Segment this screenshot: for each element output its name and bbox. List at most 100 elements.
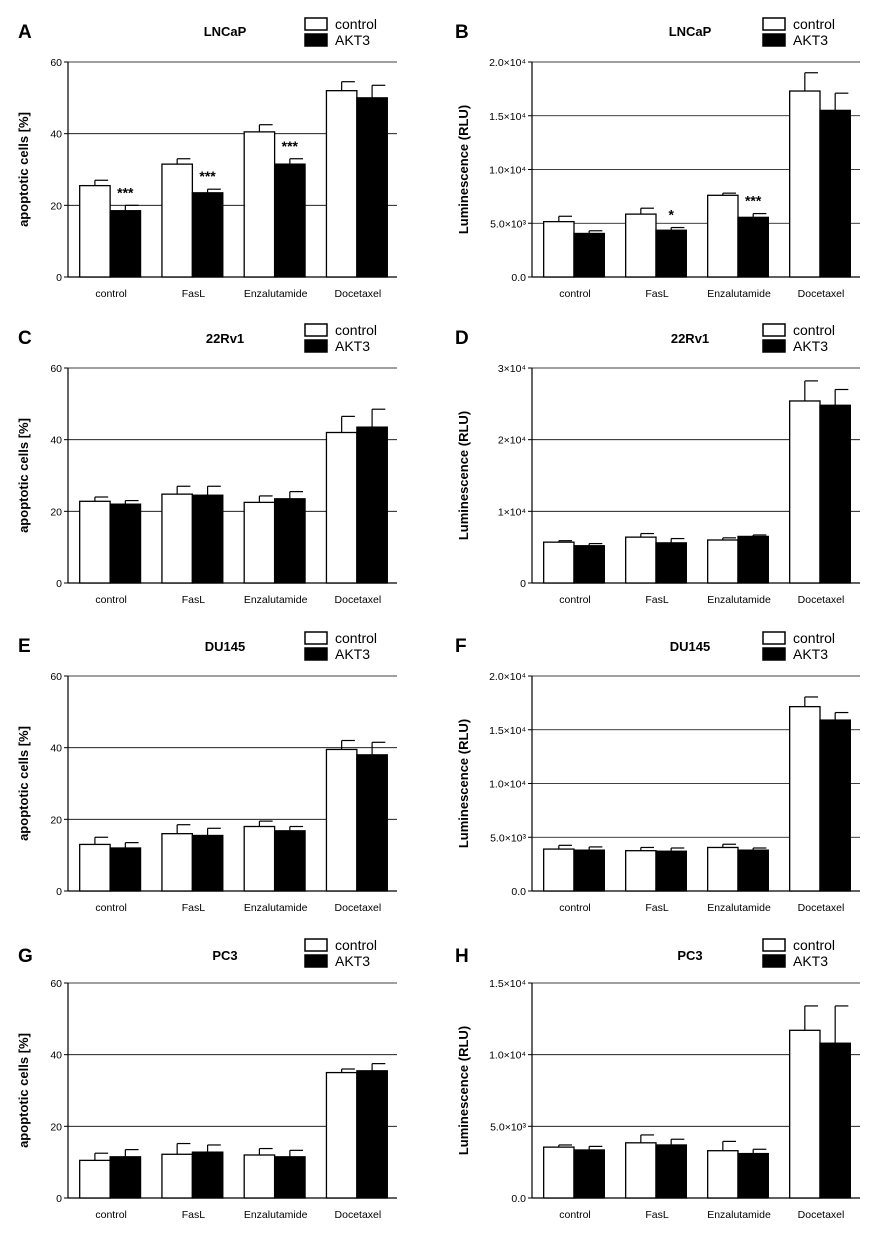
x-tick-label: Enzalutamide: [707, 594, 771, 606]
bar-akt3-enzalutamide: [737, 535, 769, 584]
legend-swatch-control: [304, 631, 328, 645]
x-tick-label: Docetaxel: [798, 288, 845, 300]
bar-control-fasl: [161, 1153, 194, 1199]
legend-label-control: control: [793, 630, 835, 646]
bar-control-enzalutamide: [243, 501, 276, 584]
bar-akt3-control: [573, 1149, 605, 1199]
bar-control-docetaxel: [325, 748, 358, 892]
y-tick-label: 20: [50, 506, 62, 518]
bar-akt3-docetaxel: [356, 1070, 388, 1199]
panel-title: 22Rv1: [206, 331, 244, 346]
bar-akt3-enzalutamide: [273, 498, 306, 584]
x-tick-label: Docetaxel: [798, 594, 845, 606]
y-tick-label: 20: [50, 200, 62, 212]
legend-label-control: control: [793, 937, 835, 953]
y-axis-label: Luminescence (RLU): [456, 1026, 471, 1155]
legend-label-control: control: [335, 16, 377, 32]
y-tick-label: 0.0: [511, 886, 526, 898]
y-axis-label: apoptotic cells [%]: [16, 112, 31, 227]
panel-D: D 22Rv1controlAKT301×10⁴2×10⁴3×10⁴Lumines…: [455, 322, 860, 606]
bar-control-control: [79, 1159, 111, 1199]
x-tick-label: Docetaxel: [335, 594, 382, 606]
x-tick-label: control: [559, 594, 591, 606]
x-tick-label: Docetaxel: [335, 288, 382, 300]
legend-swatch-akt3: [304, 954, 328, 968]
x-tick-label: Enzalutamide: [707, 288, 771, 300]
bar-akt3-docetaxel: [356, 754, 388, 892]
y-tick-label: 5.0×10³: [490, 832, 526, 844]
x-tick-label: Enzalutamide: [707, 902, 771, 914]
legend-label-control: control: [793, 322, 835, 338]
bar-akt3-enzalutamide: [273, 163, 306, 278]
bar-akt3-enzalutamide: [737, 849, 769, 892]
bar-akt3-fasl: [191, 192, 224, 278]
y-tick-label: 60: [50, 57, 62, 69]
y-axis-label: Luminescence (RLU): [456, 105, 471, 234]
bar-control-docetaxel: [789, 90, 821, 278]
y-axis-label: apoptotic cells [%]: [16, 418, 31, 533]
legend-swatch-akt3: [304, 33, 328, 47]
legend-label-akt3: AKT3: [335, 646, 370, 662]
x-tick-label: FasL: [645, 288, 669, 300]
legend-label-control: control: [335, 322, 377, 338]
x-tick-label: Enzalutamide: [707, 1209, 771, 1221]
x-tick-label: control: [559, 288, 591, 300]
x-tick-label: Docetaxel: [798, 902, 845, 914]
bar-control-fasl: [625, 536, 657, 584]
y-axis-label: Luminescence (RLU): [456, 411, 471, 540]
y-tick-label: 0.0: [511, 272, 526, 284]
y-tick-label: 5.0×10³: [490, 1121, 526, 1133]
legend-swatch-akt3: [762, 33, 786, 47]
x-tick-label: FasL: [182, 288, 206, 300]
legend-swatch-control: [762, 17, 786, 31]
legend-swatch-control: [762, 323, 786, 337]
y-tick-label: 1.5×10⁴: [489, 978, 526, 990]
bar-akt3-docetaxel: [819, 1042, 851, 1199]
y-tick-label: 60: [50, 978, 62, 990]
bar-control-enzalutamide: [707, 194, 739, 278]
bar-control-fasl: [625, 213, 657, 278]
x-tick-label: Enzalutamide: [244, 1209, 308, 1221]
panel-title: DU145: [670, 639, 710, 654]
bar-akt3-fasl: [655, 229, 687, 278]
bar-akt3-docetaxel: [819, 719, 851, 892]
x-tick-label: control: [95, 1209, 127, 1221]
legend-label-akt3: AKT3: [335, 32, 370, 48]
bar-akt3-docetaxel: [819, 404, 851, 584]
legend-swatch-control: [762, 938, 786, 952]
x-tick-label: FasL: [182, 1209, 206, 1221]
y-tick-label: 40: [50, 129, 62, 141]
bar-akt3-enzalutamide: [737, 1152, 769, 1199]
y-tick-label: 2.0×10⁴: [489, 57, 526, 69]
bar-akt3-fasl: [191, 494, 224, 584]
y-tick-label: 60: [50, 363, 62, 375]
y-tick-label: 5.0×10³: [490, 218, 526, 230]
bar-control-control: [543, 541, 575, 584]
y-tick-label: 0: [56, 578, 62, 590]
x-tick-label: control: [95, 902, 127, 914]
bar-control-control: [79, 500, 111, 584]
bar-akt3-docetaxel: [356, 97, 388, 278]
bar-akt3-fasl: [655, 850, 687, 892]
y-tick-label: 1.0×10⁴: [489, 779, 526, 791]
bar-control-enzalutamide: [707, 846, 739, 892]
bar-control-enzalutamide: [243, 825, 276, 892]
panel-letter: C: [18, 328, 32, 349]
y-tick-label: 0: [56, 1193, 62, 1205]
bar-control-control: [79, 843, 111, 892]
panel-title: PC3: [212, 948, 237, 963]
x-tick-label: Docetaxel: [335, 902, 382, 914]
y-tick-label: 40: [50, 1050, 62, 1062]
y-tick-label: 2×10⁴: [498, 435, 526, 447]
bar-control-fasl: [625, 850, 657, 892]
bar-akt3-control: [573, 545, 605, 584]
bar-control-enzalutamide: [707, 539, 739, 584]
x-tick-label: control: [559, 1209, 591, 1221]
y-tick-label: 0: [56, 272, 62, 284]
x-tick-label: control: [95, 288, 127, 300]
